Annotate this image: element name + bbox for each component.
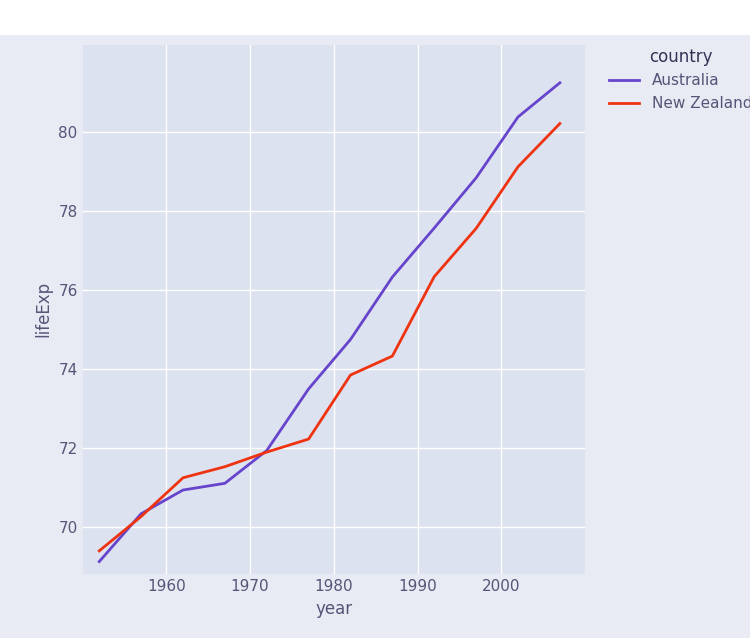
Australia: [346, 336, 355, 343]
New Zealand: [430, 273, 439, 281]
Australia: [136, 510, 146, 517]
Australia: [388, 273, 397, 281]
Y-axis label: lifeExp: lifeExp: [34, 281, 53, 338]
Australia: [262, 447, 272, 454]
Australia: [430, 224, 439, 232]
New Zealand: [262, 449, 272, 456]
New Zealand: [555, 120, 564, 128]
New Zealand: [136, 513, 146, 521]
Australia: [304, 385, 313, 392]
New Zealand: [304, 435, 313, 443]
Line: Australia: Australia: [99, 83, 560, 561]
New Zealand: [346, 371, 355, 379]
X-axis label: year: year: [315, 600, 352, 618]
Australia: [220, 480, 230, 487]
New Zealand: [388, 352, 397, 360]
Line: New Zealand: New Zealand: [99, 124, 560, 551]
Legend: Australia, New Zealand: Australia, New Zealand: [603, 41, 750, 117]
Australia: [555, 79, 564, 87]
New Zealand: [472, 225, 481, 232]
New Zealand: [94, 547, 104, 554]
Australia: [178, 486, 188, 494]
Australia: [472, 174, 481, 182]
Australia: [514, 113, 523, 121]
New Zealand: [514, 163, 523, 170]
Australia: [94, 558, 104, 565]
New Zealand: [178, 474, 188, 482]
New Zealand: [220, 463, 230, 471]
